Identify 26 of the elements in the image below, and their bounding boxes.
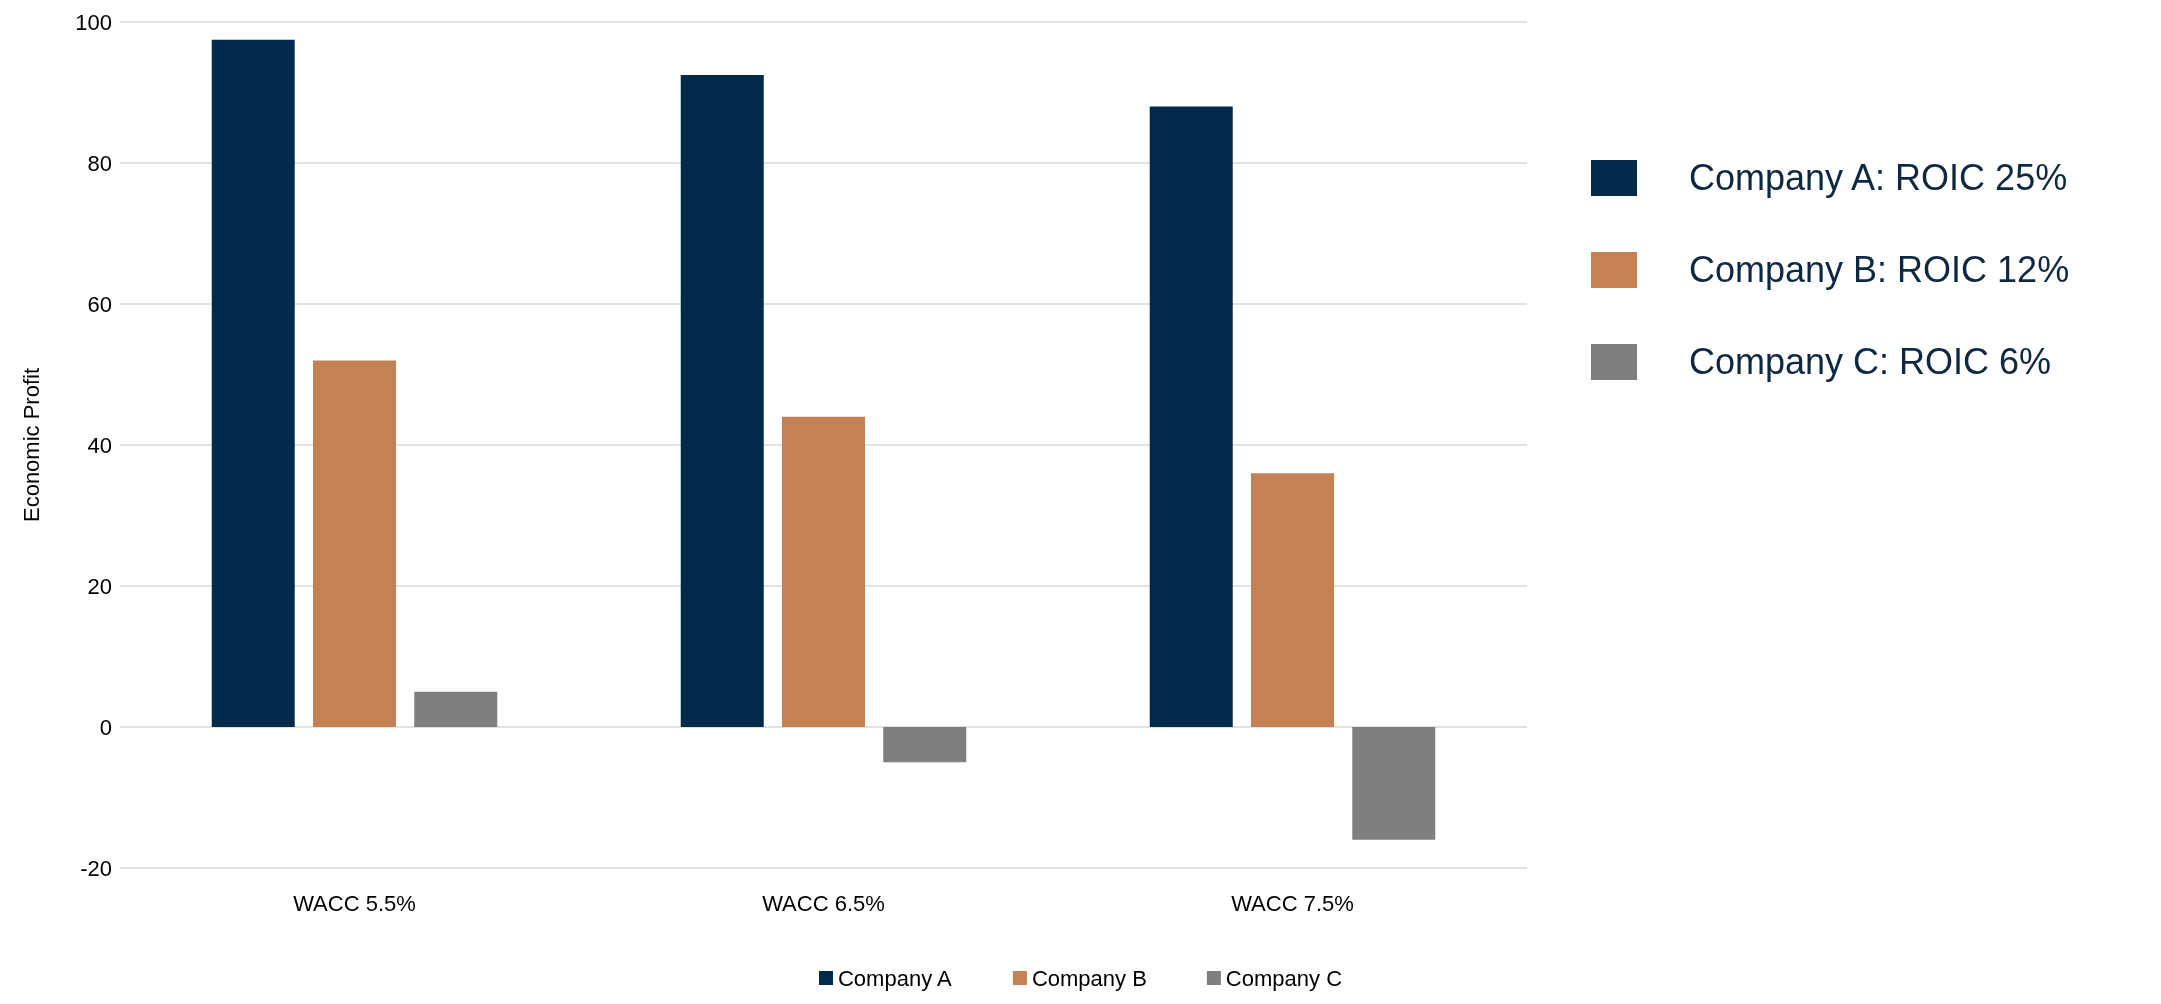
bar: [782, 416, 865, 727]
y-tick-label: 0: [99, 714, 112, 740]
bar: [680, 74, 764, 727]
bar: [1352, 727, 1436, 840]
legend-label: Company A: [837, 965, 953, 991]
text: Company A: ROIC 25%: [1689, 157, 2068, 199]
y-tick-label: 80: [87, 150, 112, 176]
bar: [883, 727, 967, 763]
bar: [1149, 106, 1233, 727]
y-tick-label: -20: [80, 855, 112, 881]
y-tick-label: 100: [75, 9, 112, 35]
bar: [414, 691, 498, 727]
legend-label: Company B: [1031, 965, 1147, 991]
text: Company C: ROIC 6%: [1689, 341, 2052, 383]
text: Company B: ROIC 12%: [1689, 249, 2070, 291]
y-axis-title: Economic Profit: [18, 367, 44, 523]
bar: [1251, 473, 1334, 727]
legend-label: Company C: [1225, 965, 1343, 991]
x-tick-label: WACC 6.5%: [762, 890, 885, 916]
y-tick-label: 20: [87, 573, 112, 599]
x-tick-label: WACC 7.5%: [1231, 890, 1354, 916]
bar: [313, 360, 396, 727]
y-tick-label: 60: [87, 291, 112, 317]
bar: [211, 39, 295, 727]
y-tick-label: 40: [87, 432, 112, 458]
x-tick-label: WACC 5.5%: [293, 890, 416, 916]
